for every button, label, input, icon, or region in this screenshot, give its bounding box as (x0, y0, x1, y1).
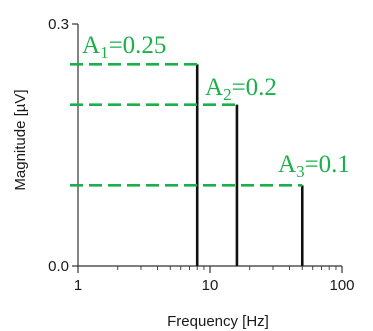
amplitude-label-letter: A (278, 151, 296, 178)
spectrum-bars (195, 64, 304, 266)
amplitude-label: A3=0.1 (278, 151, 350, 181)
amplitude-label: A1=0.25 (82, 32, 166, 62)
amplitude-label-index: 1 (100, 43, 109, 62)
amplitude-label-value: =0.2 (232, 74, 277, 101)
y-tick-label: 0.3 (48, 16, 69, 33)
x-tick-label: 1 (74, 277, 82, 294)
y-axis-title: Magnitude [µV] (12, 89, 29, 190)
amplitude-label-value: =0.1 (305, 151, 350, 178)
amplitude-label: A2=0.2 (205, 74, 277, 104)
y-tick-label: 0.0 (48, 258, 69, 275)
amplitude-label-index: 3 (296, 162, 305, 181)
amplitude-label-index: 2 (223, 85, 232, 104)
amplitude-label-value: =0.25 (109, 32, 167, 59)
axes: 0.0 0.3 1 10 100 (48, 16, 354, 294)
x-axis-title: Frequency [Hz] (167, 313, 269, 330)
x-tick-label: 100 (329, 277, 354, 294)
x-tick-label: 10 (202, 277, 219, 294)
amplitude-label-letter: A (205, 74, 223, 101)
amplitude-label-letter: A (82, 32, 100, 59)
